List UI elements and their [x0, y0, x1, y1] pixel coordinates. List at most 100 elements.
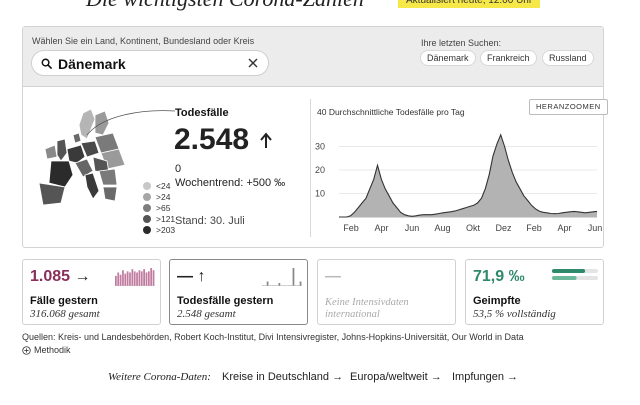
spark-bar: [271, 285, 274, 286]
card-value: 1.085 →: [30, 268, 91, 285]
link-impfungen[interactable]: Impfungen →: [452, 371, 519, 383]
legend-item: >24: [143, 191, 175, 202]
progress-fill: [552, 269, 586, 273]
spark-bar: [276, 285, 278, 286]
spark-bar: [290, 285, 292, 286]
x-tick-label: Aug: [434, 223, 450, 233]
progress-fill: [552, 276, 577, 280]
recent-chip-frankreich[interactable]: Frankreich: [480, 50, 537, 66]
spark-bar: [117, 272, 120, 286]
spark-bar: [143, 269, 145, 286]
legend-item: <24: [143, 180, 175, 191]
card-cases[interactable]: 1.085 → Fälle gestern 316.068 gesamt: [22, 259, 161, 325]
page-title: Die wichtigsten Corona-Zahlen: [86, 0, 364, 12]
deaths-sparkline: [262, 268, 302, 286]
corona-panel: Wählen Sie ein Land, Kontinent, Bundesla…: [22, 26, 608, 248]
legend-dot-1: [143, 192, 151, 201]
europe-map[interactable]: [35, 105, 135, 215]
x-tick-label: Apr: [557, 223, 571, 233]
x-tick-label: Feb: [343, 223, 359, 233]
chart-title: 40 Durchschnittliche Todesfälle pro Tag: [317, 107, 465, 117]
legend-dot-0: [143, 181, 151, 190]
spark-bar: [287, 285, 290, 286]
search-area: Wählen Sie ein Land, Kontinent, Bundesla…: [23, 27, 603, 87]
methodik-link[interactable]: Methodik: [22, 345, 71, 355]
spark-bar: [147, 271, 150, 286]
spark-bar: [283, 285, 285, 286]
spark-bar: [122, 270, 124, 286]
sources-text: Quellen: Kreis- und Landesbehörden, Robe…: [22, 332, 524, 342]
legend-label: >203: [156, 224, 176, 235]
spark-bar: [264, 285, 267, 286]
legend-item: >203: [143, 224, 175, 235]
weekly-trend: Wochentrend: +500 ‰: [175, 177, 286, 189]
card-title: Todesfälle gestern: [177, 295, 274, 307]
cases-sparkline: [115, 268, 155, 286]
x-tick-label: Jun: [588, 223, 603, 233]
updated-badge: Aktualisiert heute, 12:00 Uhr: [398, 0, 541, 8]
x-tick-label: Feb: [526, 223, 542, 233]
card-title: Geimpfte: [473, 295, 521, 307]
y-tick-label: 30: [315, 142, 325, 152]
legend-item: >65: [143, 202, 175, 213]
recent-searches-label: Ihre letzten Suchen:: [421, 38, 502, 48]
card-intensive: — Keine Intensivdaten international: [317, 259, 456, 325]
spark-bar: [297, 285, 300, 286]
search-input[interactable]: [58, 55, 244, 72]
more-data-label: Weitere Corona-Daten:: [108, 371, 211, 383]
card-value: —: [325, 268, 341, 285]
card-empty-text: Keine Intensivdaten international: [325, 297, 409, 320]
spark-bar: [294, 285, 297, 286]
spark-bar: [269, 285, 271, 286]
card-value: 71,9 ‰: [473, 268, 525, 285]
spark-bar: [138, 270, 141, 286]
card-title: Fälle gestern: [30, 295, 98, 307]
card-subtitle: 2.548 gesamt: [177, 308, 236, 320]
spark-bar: [285, 285, 288, 286]
plus-circle-icon: [22, 345, 31, 355]
card-deaths[interactable]: — ↑ Todesfälle gestern 2.548 gesamt: [169, 259, 308, 325]
spark-bar: [262, 285, 264, 286]
spark-bar: [124, 273, 127, 286]
spark-bar: [133, 271, 136, 286]
card-value: — ↑: [177, 268, 206, 285]
close-icon[interactable]: [247, 57, 259, 69]
stat-value: 2.548: [174, 123, 250, 156]
card-vaccinated[interactable]: 71,9 ‰ Geimpfte 53,5 % vollständig: [465, 259, 604, 325]
spark-bar: [150, 268, 153, 286]
x-tick-label: Okt: [466, 223, 481, 233]
legend-label: >121: [156, 213, 176, 224]
zoom-button[interactable]: HERANZOOMEN: [529, 99, 608, 115]
spark-bar: [299, 281, 302, 286]
spark-bar: [145, 272, 148, 286]
spark-bar: [266, 281, 269, 286]
link-kreise[interactable]: Kreise in Deutschland →: [222, 371, 344, 383]
x-tick-label: Apr: [374, 223, 388, 233]
spark-bar: [292, 268, 295, 286]
spark-bar: [129, 272, 131, 286]
spark-bar: [140, 271, 143, 286]
link-europa[interactable]: Europa/weltweit →: [350, 371, 442, 383]
legend-dot-3: [143, 214, 151, 223]
search-box[interactable]: [31, 50, 269, 76]
card-subtitle: 53,5 % vollständig: [473, 308, 556, 320]
methodik-label: Methodik: [34, 345, 71, 355]
y-tick-label: 10: [315, 189, 325, 199]
x-tick-label: Jun: [405, 223, 420, 233]
spark-bar: [119, 274, 122, 286]
recent-chip-russland[interactable]: Russland: [542, 50, 594, 66]
recent-chip-daenemark[interactable]: Dänemark: [420, 50, 476, 66]
spark-bar: [126, 271, 129, 286]
spark-bar: [136, 272, 138, 286]
spark-bar: [131, 269, 134, 286]
deaths-chart: 10 20 30 Feb Apr Jun Aug Okt Dez Feb Apr Jun: [315, 133, 602, 233]
spark-bar: [115, 275, 117, 286]
series-line: [339, 133, 598, 218]
search-icon: [41, 58, 52, 69]
stat-zero: 0: [175, 163, 182, 175]
spark-bar: [280, 285, 283, 286]
stat-title: Todesfälle: [175, 107, 229, 119]
card-subtitle: 316.068 gesamt: [30, 308, 100, 320]
legend-label: <24: [156, 180, 171, 191]
legend-dot-4: [143, 225, 151, 234]
